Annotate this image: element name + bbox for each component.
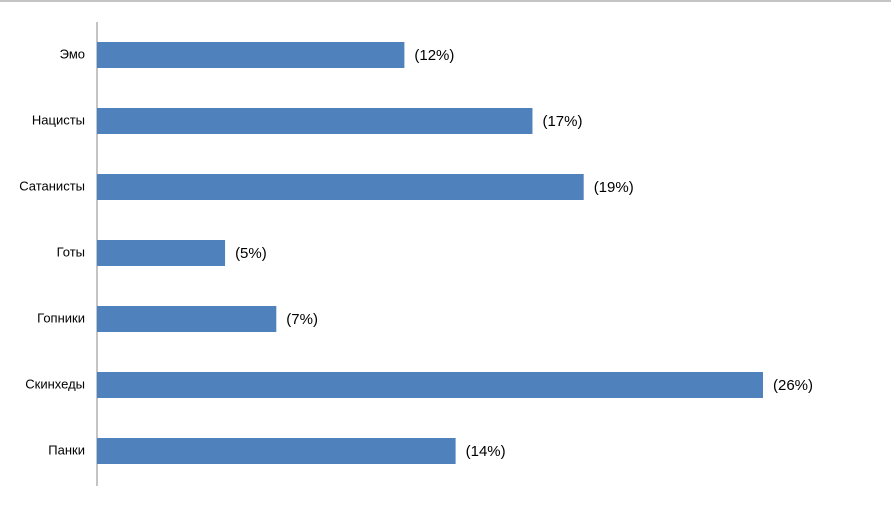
y-tick-label: Нацисты (32, 112, 85, 127)
bar (97, 42, 405, 68)
bar (97, 240, 226, 266)
data-label: (7%) (286, 311, 318, 328)
y-tick-label: Панки (48, 442, 85, 457)
y-tick-label: Сатанисты (19, 178, 85, 193)
y-tick-label: Скинхеды (25, 376, 85, 391)
data-label: (17%) (542, 113, 582, 130)
data-label: (26%) (773, 377, 813, 394)
bar (97, 108, 533, 134)
data-label: (12%) (414, 47, 454, 64)
data-label: (5%) (235, 245, 267, 262)
y-tick-label: Эмо (60, 46, 85, 61)
data-label: (14%) (466, 443, 506, 460)
bar (97, 306, 277, 332)
data-label: (19%) (594, 179, 634, 196)
y-tick-label: Гопники (37, 310, 85, 325)
bar (97, 174, 584, 200)
bar (97, 438, 456, 464)
y-tick-label: Готы (57, 244, 85, 259)
bar (97, 372, 763, 398)
